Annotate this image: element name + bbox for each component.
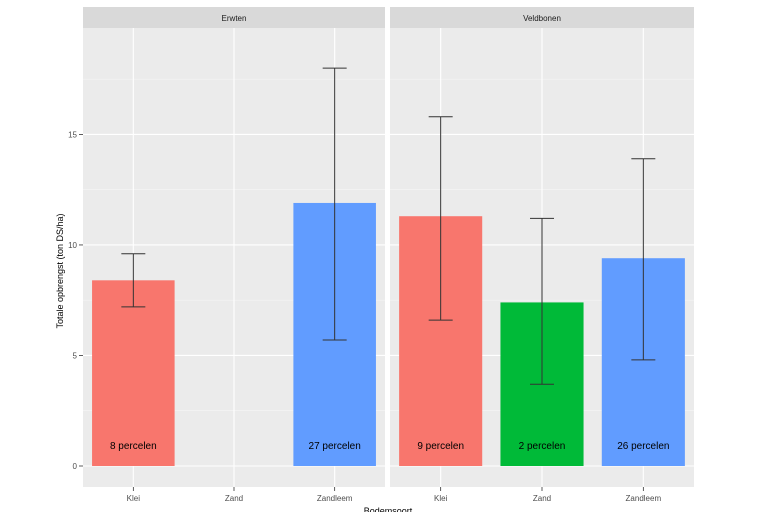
bar-count-label: 27 percelen <box>309 441 361 452</box>
x-tick-label: Zandleem <box>626 494 662 503</box>
facet-title: Veldbonen <box>523 14 561 23</box>
facet-title: Erwten <box>222 14 247 23</box>
y-tick-label: 0 <box>73 462 78 471</box>
bar-count-label: 2 percelen <box>519 441 566 452</box>
x-tick-label: Klei <box>434 494 448 503</box>
x-tick-label: Klei <box>127 494 141 503</box>
bar-count-label: 26 percelen <box>617 441 669 452</box>
x-tick-label: Zand <box>533 494 551 503</box>
x-tick-label: Zand <box>225 494 243 503</box>
x-axis-title: Bodemsoort <box>364 506 413 512</box>
bar-count-label: 9 percelen <box>417 441 464 452</box>
y-tick-label: 5 <box>73 351 78 360</box>
x-tick-label: Zandleem <box>317 494 353 503</box>
bar-count-label: 8 percelen <box>110 441 157 452</box>
y-tick-label: 15 <box>68 130 77 139</box>
y-axis-title: Totale opbrengst (ton DS/ha) <box>55 213 65 328</box>
facet-strip <box>83 7 385 28</box>
facet-strip <box>390 7 694 28</box>
bar <box>92 280 175 466</box>
y-tick-label: 10 <box>68 241 77 250</box>
